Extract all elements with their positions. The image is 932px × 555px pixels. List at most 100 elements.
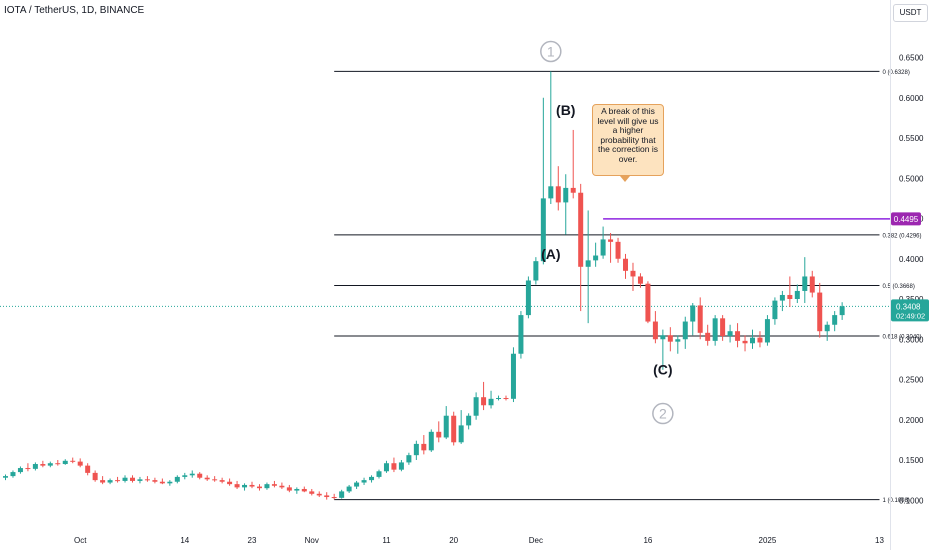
candle-body <box>369 476 375 481</box>
wave-circle-marker <box>540 40 562 63</box>
wave-circle-label: 1 <box>547 43 555 59</box>
x-tick-label: Nov <box>305 536 319 545</box>
candle-body <box>204 477 210 480</box>
candle-body <box>249 484 255 487</box>
x-tick-label: 13 <box>875 536 884 545</box>
candle-body <box>167 481 173 484</box>
candle-body <box>735 331 741 341</box>
candle-body <box>809 276 815 293</box>
x-tick-label: 16 <box>643 536 652 545</box>
candle-body <box>630 270 636 277</box>
x-tick-label: 23 <box>248 536 257 545</box>
candle-body <box>122 477 128 481</box>
callout-pointer <box>620 176 630 182</box>
candle-body <box>839 306 845 316</box>
candle-body <box>481 397 487 406</box>
y-tick-label: 0.2000 <box>899 416 924 425</box>
wave-label: (C) <box>653 361 672 377</box>
countdown-label: 02:49:02 <box>896 311 925 320</box>
candle-body <box>585 260 591 267</box>
x-tick-label: 2025 <box>759 536 777 545</box>
candle-body <box>92 472 98 481</box>
candle-body <box>25 468 31 470</box>
candle-body <box>533 261 539 281</box>
candle-body <box>563 187 569 203</box>
candle-body <box>294 488 300 491</box>
candle-body <box>264 484 270 489</box>
candle-body <box>794 290 800 299</box>
level-price-badge-label: 0.4495 <box>894 215 919 224</box>
candle-body <box>660 335 666 340</box>
candle-body <box>421 443 427 451</box>
y-tick-label: 0.3000 <box>899 335 924 344</box>
candle-body <box>413 443 419 456</box>
candle-body <box>316 493 322 496</box>
candle-body <box>615 241 621 259</box>
candle-body <box>570 187 576 193</box>
candle-body <box>137 479 143 481</box>
x-tick-label: Oct <box>74 536 87 545</box>
candle-body <box>339 491 345 498</box>
candle-body <box>159 481 165 484</box>
x-tick-label: 14 <box>180 536 189 545</box>
candle-body <box>555 186 561 203</box>
candle-body <box>712 318 718 341</box>
candle-body <box>750 337 755 344</box>
candle-body <box>256 486 262 489</box>
x-tick-label: 11 <box>382 536 391 545</box>
candle-body <box>17 468 23 473</box>
candle-body <box>212 479 218 481</box>
wave-circle-marker <box>652 402 674 425</box>
y-tick-label: 0.6500 <box>899 54 924 63</box>
level-price-badge <box>891 212 921 226</box>
candle-body <box>242 484 248 488</box>
candle-body <box>720 318 726 337</box>
y-tick-label: 0.5000 <box>899 174 924 183</box>
candle-body <box>496 398 502 400</box>
callout-note[interactable]: A break of this level will give us a hig… <box>592 104 664 176</box>
candle-body <box>309 491 315 494</box>
candle-body <box>115 480 121 482</box>
candle-body <box>144 479 150 481</box>
wave-label: (A) <box>541 246 560 262</box>
candle-body <box>346 486 352 492</box>
candle-body <box>70 460 76 462</box>
candle-body <box>107 480 113 483</box>
candle-body <box>652 321 658 340</box>
candle-body <box>279 485 285 488</box>
candle-body <box>324 495 330 498</box>
candle-body <box>705 332 711 341</box>
candle-body <box>331 497 337 499</box>
fib-level-label: 0.618 (0.3040) <box>882 335 921 341</box>
candle-body <box>354 482 360 487</box>
candle-body <box>436 431 442 438</box>
candle-body <box>3 476 8 478</box>
candle-body <box>682 321 688 340</box>
y-tick-label: 0.2500 <box>899 376 924 385</box>
candle-body <box>764 319 770 343</box>
candle-body <box>697 305 703 333</box>
y-tick-label: 0.1500 <box>899 456 924 465</box>
candle-body <box>383 463 389 472</box>
fib-level-label: 0 (0.6328) <box>882 70 909 76</box>
symbol-title[interactable]: IOTA / TetherUS, 1D, BINANCE <box>4 5 145 16</box>
candle-body <box>391 463 397 470</box>
candle-body <box>510 353 516 399</box>
fib-level-label: 0.382 (0.4296) <box>882 233 921 239</box>
candle-body <box>757 337 763 343</box>
candle-body <box>690 305 696 322</box>
candle-body <box>832 315 838 325</box>
candle-body <box>47 463 53 466</box>
candle-body <box>548 186 554 199</box>
candle-body <box>85 465 91 473</box>
fib-level-label: 1 (0.1008) <box>882 498 909 504</box>
currency-selector[interactable]: USDT <box>893 4 928 22</box>
candle-body <box>488 398 494 406</box>
candle-body <box>518 315 524 354</box>
candle-body <box>77 461 83 466</box>
candle-body <box>779 294 785 301</box>
candle-body <box>675 339 681 342</box>
candle-body <box>540 198 546 262</box>
